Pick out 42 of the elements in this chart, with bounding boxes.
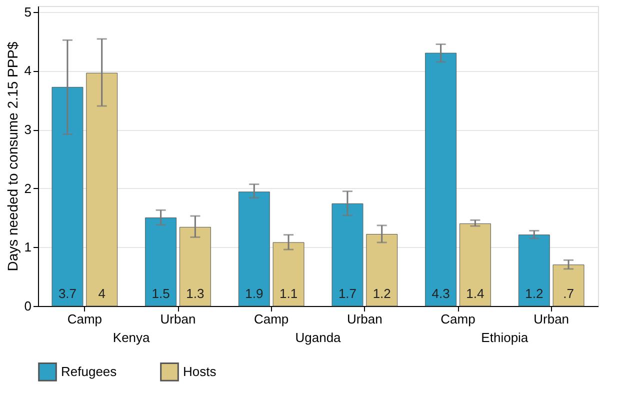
data-label: 4 [98, 286, 106, 301]
x-tick-label: Camp [254, 312, 289, 326]
y-tick-label: 1 [24, 240, 32, 255]
bar [552, 264, 584, 306]
data-label: 3.7 [58, 286, 77, 301]
x-tick-label: Urban [346, 312, 382, 326]
bar [425, 52, 457, 306]
data-label: 1.3 [186, 286, 204, 301]
data-label: 1.2 [525, 286, 544, 301]
text: Kenya [112, 330, 151, 345]
y-tick-label: 5 [24, 4, 32, 20]
bar [86, 72, 118, 306]
text: Uganda [295, 330, 342, 345]
bar [272, 242, 304, 306]
data-label: 1.5 [152, 286, 170, 301]
data-label: 1.7 [338, 286, 357, 301]
bar [145, 218, 177, 306]
y-tick-label: 4 [24, 63, 32, 78]
bar [52, 86, 84, 306]
data-label: .7 [563, 286, 574, 301]
data-label: 1.2 [372, 286, 391, 301]
legend-label: Hosts [183, 364, 217, 379]
text: Ethiopia [481, 330, 529, 345]
bar [238, 192, 270, 306]
x-tick-label: Urban [534, 312, 570, 326]
y-axis-title: Days needed to consume 2.15 PPP$ [4, 41, 20, 272]
data-label: 1.4 [466, 286, 484, 301]
data-label: 1.1 [279, 286, 298, 301]
y-tick-label: 0 [24, 298, 32, 314]
bar [332, 203, 364, 306]
x-tick-label: Urban [160, 312, 196, 326]
bar [518, 234, 550, 306]
bar [179, 226, 211, 306]
bar [366, 234, 398, 306]
data-label: 1.9 [245, 286, 264, 301]
x-tick-label: Camp [440, 312, 476, 326]
legend-label: Refugees [61, 364, 118, 379]
bar [459, 223, 491, 306]
data-label: 4.3 [432, 286, 450, 301]
y-tick-label: 2 [24, 180, 32, 196]
y-tick-label: 3 [24, 122, 32, 138]
x-tick-label: Camp [67, 312, 102, 326]
